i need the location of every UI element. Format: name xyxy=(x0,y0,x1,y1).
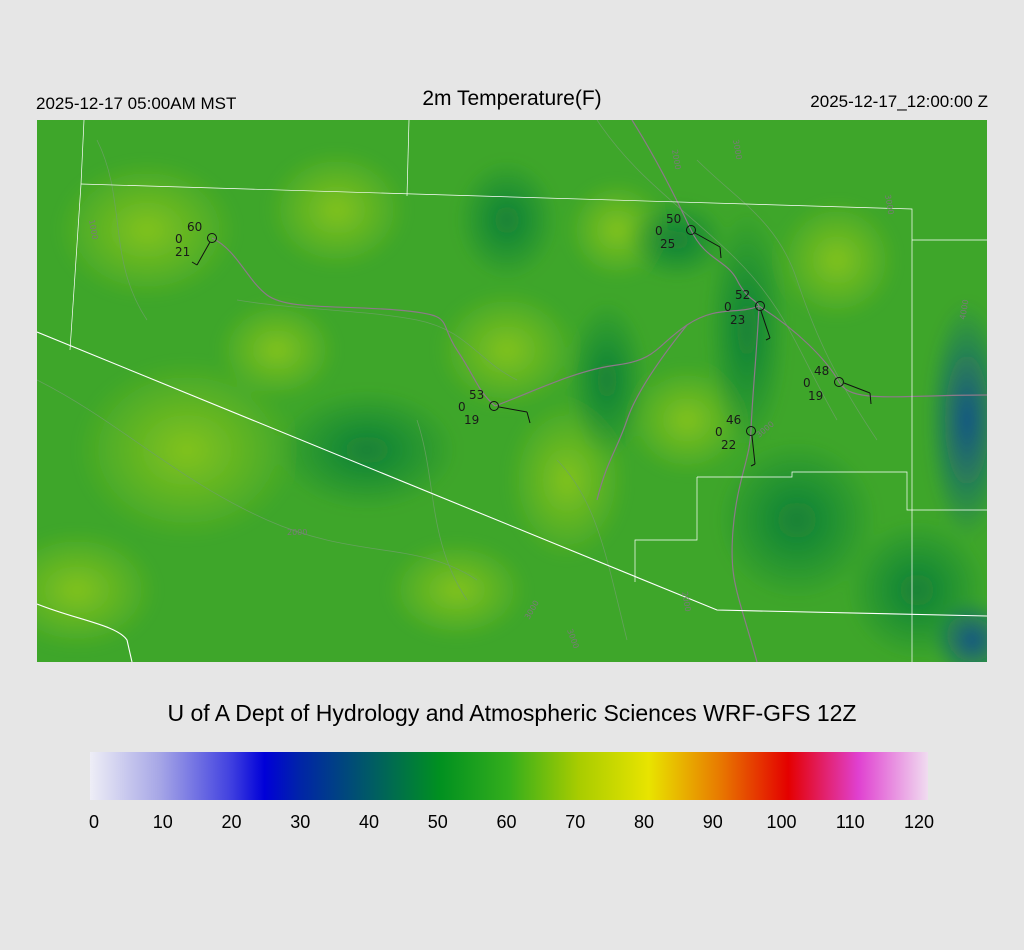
station-plot: 46 0 22 xyxy=(715,413,756,467)
temperature-map: 2000 3000 1000 3000 4000 3000 2000 3000 … xyxy=(37,120,987,662)
station-wind: 0 xyxy=(458,400,466,414)
colorbar-tick-label: 30 xyxy=(290,812,311,832)
station-temp: 53 xyxy=(469,388,484,402)
station-plot: 48 0 19 xyxy=(803,364,872,405)
station-plot: 60 0 21 xyxy=(175,220,217,266)
station-dewpoint: 21 xyxy=(175,245,190,259)
roads xyxy=(211,120,987,662)
contour-label: 2000 xyxy=(680,591,692,613)
wind-barb-icon xyxy=(750,435,756,467)
model-credit: U of A Dept of Hydrology and Atmospheric… xyxy=(167,700,857,726)
colorbar-tick-label: 80 xyxy=(633,812,655,832)
station-marker-icon xyxy=(489,401,499,411)
station-wind: 0 xyxy=(724,300,732,314)
wind-barb-icon xyxy=(843,382,872,405)
station-dewpoint: 22 xyxy=(721,438,736,452)
station-marker-icon xyxy=(746,426,756,436)
station-wind: 0 xyxy=(655,224,663,238)
contour-label: 1000 xyxy=(87,219,99,241)
station-plot: 53 0 19 xyxy=(458,388,531,427)
local-time: 2025-12-17 05:00AM MST xyxy=(36,94,237,113)
station-temp: 50 xyxy=(666,212,681,226)
wind-barb-icon xyxy=(694,232,722,259)
terrain-shading xyxy=(37,150,987,662)
contour-label: 3000 xyxy=(883,194,895,216)
map-title: 2m Temperature(F) xyxy=(422,87,602,110)
station-temp: 60 xyxy=(187,220,202,234)
contour-label: 3000 xyxy=(731,139,743,161)
temperature-colorbar xyxy=(90,752,928,800)
colorbar-tick-label: 70 xyxy=(565,812,586,832)
colorbar-tick-label: 90 xyxy=(702,812,723,832)
station-temp: 48 xyxy=(814,364,829,378)
station-wind: 0 xyxy=(175,232,183,246)
colorbar-tick-label: 100 xyxy=(766,812,797,832)
station-dewpoint: 23 xyxy=(730,313,745,327)
station-plot: 52 0 23 xyxy=(724,288,771,341)
colorbar-tick-label: 20 xyxy=(221,812,242,832)
wind-barb-icon xyxy=(191,241,211,266)
station-marker-icon xyxy=(755,301,765,311)
colorbar-tick-label: 10 xyxy=(152,812,173,832)
colorbar-tick-label: 40 xyxy=(358,812,380,832)
contour-label: 4000 xyxy=(958,299,970,321)
boundaries xyxy=(37,120,987,662)
station-temp: 52 xyxy=(735,288,750,302)
colorbar-tick-label: 0 xyxy=(88,812,100,832)
colorbar-tick-label: 120 xyxy=(903,812,935,832)
wind-barb-icon xyxy=(760,310,771,341)
station-marker-icon xyxy=(207,233,217,243)
colorbar-tick-label: 60 xyxy=(496,812,517,832)
station-plot: 50 0 25 xyxy=(655,212,722,259)
contour-label: 2000 xyxy=(670,149,682,171)
contour-label: 2000 xyxy=(287,528,307,537)
colorbar-tick-label: 110 xyxy=(835,812,865,832)
station-dewpoint: 19 xyxy=(808,389,823,403)
wind-barb-icon xyxy=(498,406,531,424)
station-marker-icon xyxy=(686,225,696,235)
utc-time: 2025-12-17_12:00:00 Z xyxy=(810,92,988,111)
station-temp: 46 xyxy=(726,413,741,427)
station-wind: 0 xyxy=(715,425,723,439)
station-wind: 0 xyxy=(803,376,811,390)
terrain-contours xyxy=(37,120,878,641)
station-dewpoint: 19 xyxy=(464,413,479,427)
station-dewpoint: 25 xyxy=(660,237,675,251)
colorbar-tick-label: 50 xyxy=(427,812,448,832)
colorbar-tick-labels: 0 10 20 30 40 50 60 70 80 90 100 110 120 xyxy=(0,812,1024,838)
station-marker-icon xyxy=(834,377,844,387)
